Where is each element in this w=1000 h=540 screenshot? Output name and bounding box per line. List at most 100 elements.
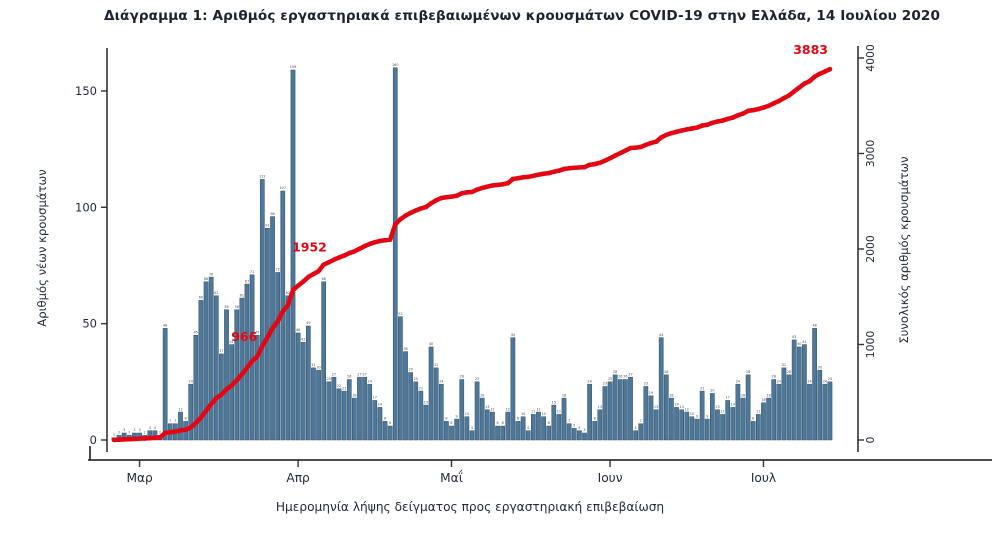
daily-cases-bar bbox=[178, 411, 183, 441]
cumulative-point bbox=[316, 268, 321, 274]
cumulative-point bbox=[602, 158, 608, 163]
bar-value-label: 2 bbox=[128, 431, 130, 435]
bar-value-label: 13 bbox=[715, 405, 719, 409]
cumulative-point bbox=[756, 106, 761, 112]
cumulative-point bbox=[664, 132, 669, 138]
cumulative-point bbox=[413, 208, 419, 213]
daily-cases-bar bbox=[208, 276, 214, 441]
y-left-tick-label: 50 bbox=[82, 317, 97, 331]
daily-cases-bar bbox=[229, 344, 234, 441]
bar-value-label: 7 bbox=[568, 419, 570, 423]
cumulative-point bbox=[275, 319, 280, 324]
daily-cases-bar bbox=[331, 376, 337, 441]
daily-cases-bar bbox=[474, 381, 480, 441]
bar-value-label: 24 bbox=[823, 379, 827, 383]
daily-cases-bar bbox=[612, 374, 618, 441]
daily-cases-bar bbox=[259, 179, 265, 441]
cumulative-point bbox=[505, 180, 511, 186]
cumulative-point bbox=[623, 148, 628, 153]
cumulative-point bbox=[392, 222, 398, 227]
cumulative-point bbox=[485, 184, 490, 189]
bar-value-label: 19 bbox=[649, 391, 653, 395]
bar-value-label: 159 bbox=[290, 65, 296, 69]
bar-value-label: 24 bbox=[189, 379, 193, 383]
cumulative-point bbox=[720, 118, 725, 123]
bar-value-label: 3 bbox=[133, 428, 135, 432]
bar-value-label: 10 bbox=[465, 412, 469, 416]
cumulative-point bbox=[362, 243, 367, 249]
cumulative-point bbox=[525, 174, 531, 180]
bar-value-label: 49 bbox=[306, 321, 310, 325]
daily-cases-bar bbox=[771, 379, 777, 441]
cumulative-point bbox=[203, 408, 209, 414]
bar-value-label: 18 bbox=[480, 393, 484, 397]
bar-value-label: 41 bbox=[802, 340, 806, 344]
bar-value-label: 6 bbox=[450, 421, 452, 425]
bar-value-label: 8 bbox=[445, 417, 447, 421]
daily-cases-bar bbox=[367, 383, 373, 441]
bar-value-label: 107 bbox=[280, 186, 286, 190]
bar-value-label: 7 bbox=[169, 419, 171, 423]
daily-cases-bar bbox=[495, 425, 500, 441]
bar-value-label: 12 bbox=[490, 407, 494, 411]
cumulative-point bbox=[520, 174, 526, 180]
daily-cases-bar bbox=[628, 376, 633, 441]
daily-cases-bar bbox=[454, 418, 459, 441]
cumulative-point bbox=[239, 372, 245, 377]
cumulative-point bbox=[352, 249, 357, 254]
cumulative-point bbox=[208, 401, 214, 407]
bar-value-label: 68 bbox=[204, 277, 208, 281]
chart-title: Διάγραμμα 1: Αριθμός εργαστηριακά επιβεβ… bbox=[104, 8, 941, 24]
cumulative-point bbox=[198, 415, 204, 420]
daily-cases-bar bbox=[669, 397, 674, 441]
bar-value-label: 48 bbox=[163, 324, 167, 328]
cumulative-point bbox=[745, 108, 751, 114]
x-month-tick-label: Απρ bbox=[286, 471, 310, 485]
bar-value-label: 26 bbox=[618, 375, 622, 379]
cumulative-point bbox=[643, 142, 649, 148]
daily-cases-bar bbox=[224, 309, 229, 441]
x-month-tick-label: Ιουλ bbox=[751, 471, 776, 485]
daily-cases-bar bbox=[352, 397, 357, 441]
bar-value-label: 62 bbox=[286, 291, 290, 295]
bar-value-label: 53 bbox=[398, 312, 402, 316]
daily-cases-bar bbox=[500, 425, 506, 441]
x-month-tick-label: Ιουν bbox=[598, 471, 623, 485]
cumulative-point bbox=[439, 195, 444, 201]
bar-value-label: 12 bbox=[506, 407, 510, 411]
daily-cases-bar bbox=[735, 383, 741, 441]
bar-value-label: 14 bbox=[674, 403, 678, 407]
daily-cases-bar bbox=[715, 409, 720, 441]
daily-cases-bar bbox=[730, 407, 736, 441]
cumulative-point bbox=[694, 125, 700, 130]
cumulative-point bbox=[802, 81, 807, 86]
cumulative-point bbox=[771, 101, 777, 106]
daily-cases-bar bbox=[398, 316, 403, 441]
bar-value-label: 70 bbox=[209, 272, 213, 276]
daily-cases-bar bbox=[321, 281, 327, 441]
daily-cases-bar bbox=[357, 376, 362, 441]
daily-cases-bar bbox=[433, 367, 439, 441]
bar-value-label: 12 bbox=[536, 407, 540, 411]
bar-value-label: 40 bbox=[797, 342, 801, 346]
cumulative-point bbox=[684, 127, 690, 132]
cumulative-point bbox=[290, 287, 296, 293]
daily-cases-bar bbox=[663, 374, 669, 441]
bar-value-label: 24 bbox=[439, 379, 443, 383]
cumulative-point bbox=[822, 69, 828, 74]
cumulative-point bbox=[479, 185, 485, 191]
bar-value-label: 18 bbox=[669, 393, 673, 397]
cumulative-point bbox=[188, 425, 194, 430]
bar-value-label: 96 bbox=[270, 212, 274, 216]
daily-cases-bar bbox=[536, 411, 541, 441]
bar-value-label: 29 bbox=[408, 368, 412, 372]
daily-cases-bar bbox=[295, 332, 301, 441]
cumulative-point bbox=[449, 194, 454, 199]
bar-value-label: 3 bbox=[138, 428, 140, 432]
cumulative-point bbox=[750, 107, 756, 113]
x-month-tick-label: Μαΐ bbox=[440, 470, 463, 485]
cumulative-point bbox=[812, 74, 817, 80]
cumulative-point bbox=[116, 437, 122, 443]
bar-value-label: 6 bbox=[502, 421, 504, 425]
bar-value-label: 25 bbox=[608, 377, 612, 381]
